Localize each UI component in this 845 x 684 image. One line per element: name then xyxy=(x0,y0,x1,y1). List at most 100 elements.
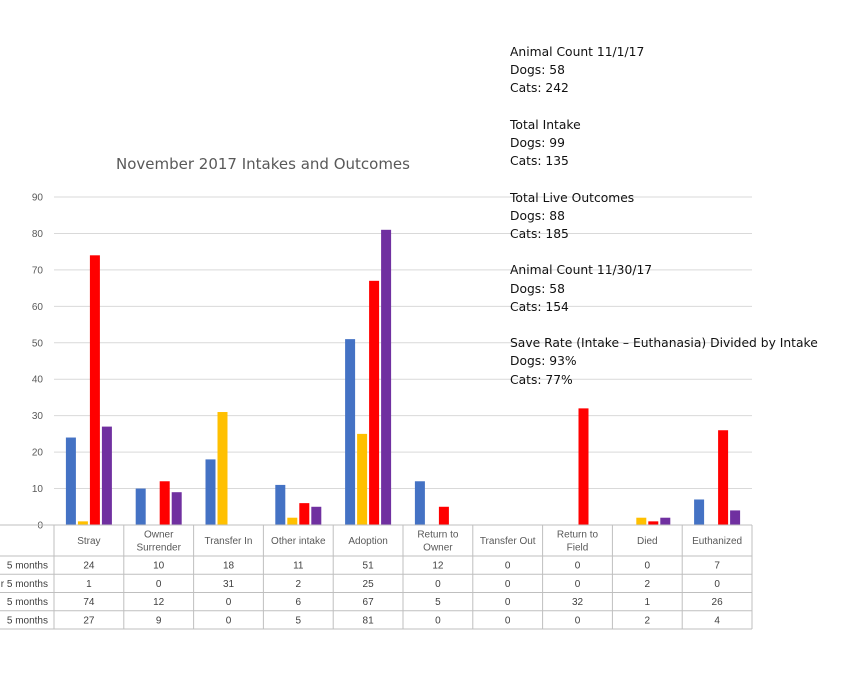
bar xyxy=(345,339,356,525)
table-cell: 0 xyxy=(156,579,162,590)
bar xyxy=(65,437,76,525)
table-cell: 12 xyxy=(432,561,444,572)
series-row-label: 5 months xyxy=(7,561,48,572)
table-cell: 0 xyxy=(645,561,651,572)
category-label: Adoption xyxy=(348,536,387,547)
stats-block: Animal Count 11/1/17 Dogs: 58 Cats: 242 xyxy=(510,43,840,116)
bar xyxy=(205,459,216,525)
y-tick-label: 20 xyxy=(32,448,44,459)
table-cell: 5 xyxy=(296,615,302,626)
y-tick-label: 90 xyxy=(32,193,44,204)
bar xyxy=(311,506,322,525)
table-cell: 7 xyxy=(714,561,720,572)
table-cell: 81 xyxy=(363,615,375,626)
y-tick-label: 60 xyxy=(32,302,44,313)
stats-heading: Save Rate (Intake – Euthanasia) Divided … xyxy=(510,336,818,351)
bar xyxy=(299,503,310,525)
bar xyxy=(381,229,392,526)
table-cell: 24 xyxy=(83,561,95,572)
bar xyxy=(101,426,112,525)
bar xyxy=(718,430,729,525)
stats-dogs: Dogs: 88 xyxy=(510,208,565,223)
stats-heading: Total Intake xyxy=(510,117,581,132)
table-cell: 51 xyxy=(363,561,375,572)
chart-title: November 2017 Intakes and Outcomes xyxy=(116,155,410,173)
series-row-label: 5 months xyxy=(7,597,48,608)
stats-cats: Cats: 77% xyxy=(510,372,573,387)
table-cell: 31 xyxy=(223,579,235,590)
stats-block: Save Rate (Intake – Euthanasia) Divided … xyxy=(510,334,840,389)
stats-cats: Cats: 135 xyxy=(510,154,569,169)
y-tick-label: 70 xyxy=(32,265,44,276)
table-cell: 25 xyxy=(363,579,375,590)
table-cell: 0 xyxy=(714,579,720,590)
table-cell: 0 xyxy=(505,597,511,608)
category-label: Transfer Out xyxy=(480,536,536,547)
table-cell: 0 xyxy=(226,597,232,608)
table-cell: 0 xyxy=(226,615,232,626)
category-label: Return to xyxy=(417,530,459,541)
table-cell: 0 xyxy=(505,615,511,626)
table-cell: 2 xyxy=(296,579,302,590)
bar xyxy=(414,481,425,525)
table-cell: 12 xyxy=(153,597,165,608)
bar xyxy=(135,488,146,525)
table-cell: 1 xyxy=(86,579,92,590)
bar xyxy=(694,499,705,525)
table-cell: 1 xyxy=(645,597,651,608)
stats-panel: Animal Count 11/1/17 Dogs: 58 Cats: 242 … xyxy=(510,43,840,389)
y-tick-label: 0 xyxy=(37,521,43,532)
category-label: Field xyxy=(567,543,589,554)
stats-dogs: Dogs: 58 xyxy=(510,63,565,78)
stats-heading: Total Live Outcomes xyxy=(510,190,635,205)
stats-cats: Cats: 154 xyxy=(510,299,569,314)
table-cell: 18 xyxy=(223,561,235,572)
table-cell: 2 xyxy=(645,579,651,590)
table-cell: 27 xyxy=(83,615,95,626)
bar xyxy=(77,521,88,525)
stats-dogs: Dogs: 99 xyxy=(510,136,565,150)
stats-block: Total Intake Dogs: 99 Cats: 135 xyxy=(510,116,840,189)
table-cell: 11 xyxy=(293,561,304,572)
bar xyxy=(369,280,380,525)
stats-dogs: Dogs: 93% xyxy=(510,354,577,369)
category-label: Return to xyxy=(557,530,599,541)
table-cell: 0 xyxy=(435,579,441,590)
category-label: Euthanized xyxy=(692,536,742,547)
stats-block: Animal Count 11/30/17 Dogs: 58 Cats: 154 xyxy=(510,261,840,334)
bar xyxy=(171,492,182,525)
bar xyxy=(730,510,741,525)
table-cell: 32 xyxy=(572,597,584,608)
category-label: Stray xyxy=(77,536,100,547)
category-label: Owner xyxy=(144,530,174,541)
category-label: Owner xyxy=(423,543,453,554)
table-cell: 2 xyxy=(645,615,651,626)
bar xyxy=(275,484,286,525)
bar xyxy=(578,408,589,525)
table-cell: 0 xyxy=(505,579,511,590)
bar xyxy=(357,433,368,525)
table-cell: 9 xyxy=(156,615,162,626)
table-cell: 10 xyxy=(153,561,165,572)
table-cell: 0 xyxy=(575,561,581,572)
table-cell: 26 xyxy=(712,597,724,608)
y-tick-label: 30 xyxy=(32,411,44,422)
bar xyxy=(89,255,100,526)
table-cell: 74 xyxy=(83,597,95,608)
y-tick-label: 80 xyxy=(32,229,44,240)
y-tick-label: 10 xyxy=(32,484,44,495)
bar xyxy=(287,517,298,525)
category-label: Surrender xyxy=(136,543,181,554)
stats-heading: Animal Count 11/1/17 xyxy=(510,45,645,59)
stats-block: Total Live Outcomes Dogs: 88 Cats: 185 xyxy=(510,189,840,262)
y-tick-label: 40 xyxy=(32,375,44,386)
series-row-label: 5 months xyxy=(7,615,48,626)
bar xyxy=(217,412,228,525)
table-cell: 0 xyxy=(435,615,441,626)
table-cell: 0 xyxy=(575,579,581,590)
bar xyxy=(438,506,449,525)
table-cell: 6 xyxy=(296,597,302,608)
bar xyxy=(648,521,659,525)
table-cell: 4 xyxy=(714,615,720,626)
